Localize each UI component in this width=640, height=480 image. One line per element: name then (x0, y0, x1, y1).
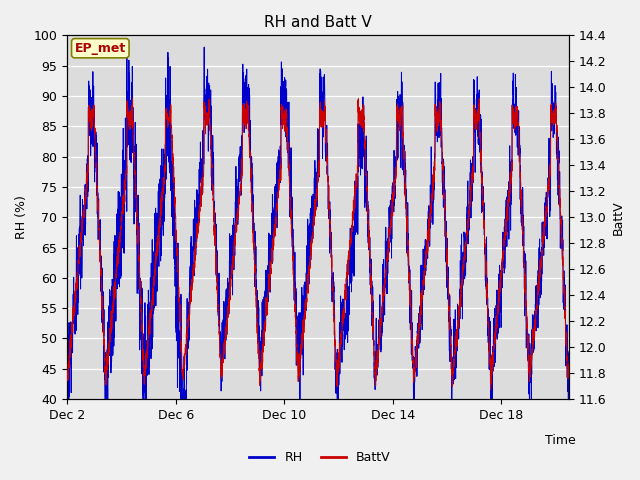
Text: EP_met: EP_met (75, 42, 126, 55)
Y-axis label: BattV: BattV (612, 200, 625, 235)
Title: RH and Batt V: RH and Batt V (264, 15, 372, 30)
Legend: RH, BattV: RH, BattV (244, 446, 396, 469)
Y-axis label: RH (%): RH (%) (15, 195, 28, 239)
Text: Time: Time (545, 434, 576, 447)
